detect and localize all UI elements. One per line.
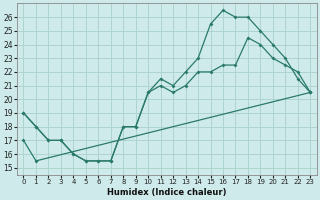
X-axis label: Humidex (Indice chaleur): Humidex (Indice chaleur) <box>107 188 227 197</box>
